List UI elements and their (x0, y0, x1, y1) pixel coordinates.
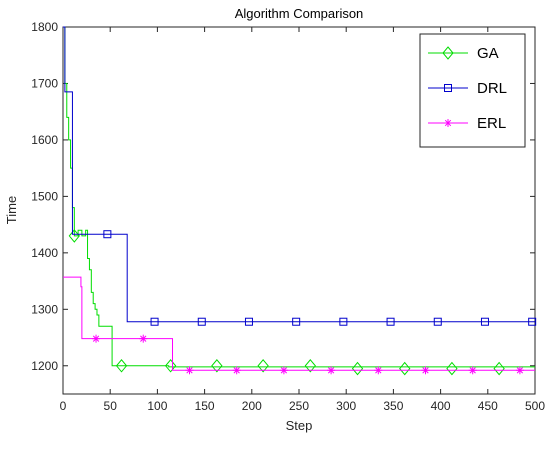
data-point-ga (257, 358, 269, 373)
legend-item-ga: GA (428, 45, 499, 62)
data-point-drl (150, 317, 159, 326)
data-point-erl (515, 366, 524, 375)
legend-marker-drl (444, 84, 452, 92)
data-point-erl (139, 334, 148, 343)
data-point-ga (351, 361, 364, 376)
data-point-drl (244, 317, 253, 326)
data-point-drl (339, 317, 348, 326)
data-point-ga (115, 358, 128, 373)
data-point-drl (528, 317, 537, 326)
x-tick-label: 150 (195, 399, 215, 413)
data-point-drl (386, 317, 395, 326)
data-point-ga (304, 358, 316, 373)
y-tick-label: 1400 (31, 246, 58, 260)
legend-label-erl: ERL (477, 115, 506, 132)
data-point-ga (399, 361, 411, 376)
data-point-drl (433, 317, 442, 326)
x-tick-label: 400 (431, 399, 451, 413)
data-point-ga (446, 361, 458, 376)
x-tick-label: 200 (242, 399, 262, 413)
series-line-ga (63, 26, 535, 368)
y-tick-label: 1600 (31, 133, 58, 147)
x-tick-label: 500 (525, 399, 545, 413)
data-point-erl (279, 366, 288, 375)
legend-items: GA DRL ERL (428, 45, 507, 132)
y-tick-label: 1800 (31, 20, 58, 34)
x-tick-label: 300 (336, 399, 356, 413)
data-point-erl (421, 366, 430, 375)
data-point-drl (292, 317, 301, 326)
data-point-ga (164, 358, 177, 373)
data-point-erl (232, 366, 241, 375)
x-tick-label: 0 (60, 399, 67, 413)
data-point-ga (493, 361, 505, 376)
data-point-drl (197, 317, 206, 326)
y-tick-label: 1300 (31, 302, 58, 316)
series-layer (63, 26, 537, 376)
x-tick-label: 350 (383, 399, 403, 413)
legend: GA DRL ERL (419, 33, 526, 148)
data-point-erl (468, 366, 477, 375)
series-line-erl (63, 276, 535, 371)
x-tick-label: 450 (478, 399, 498, 413)
y-tick-label: 1700 (31, 76, 58, 90)
ticks-layer: 0 50 100 150 200 250 300 350 400 450 500 1200 1300 14… (31, 20, 545, 413)
legend-box (419, 33, 526, 148)
data-point-erl (374, 366, 383, 375)
x-tick-label: 50 (104, 399, 118, 413)
legend-label-drl: DRL (477, 80, 507, 97)
legend-item-drl: DRL (428, 80, 507, 97)
series-drl (63, 26, 537, 326)
legend-marker-erl (444, 119, 452, 127)
legend-marker-ga (442, 46, 454, 60)
y-axis-label: Time (4, 196, 19, 224)
data-point-erl (92, 334, 101, 343)
legend-item-erl: ERL (428, 115, 506, 132)
x-tick-label: 100 (147, 399, 167, 413)
y-tick-label: 1500 (31, 189, 58, 203)
data-point-ga (211, 358, 223, 373)
series-erl (63, 276, 535, 375)
x-axis-label: Step (286, 418, 313, 433)
data-point-drl (103, 230, 112, 239)
data-point-drl (480, 317, 489, 326)
series-line-drl (63, 26, 535, 323)
x-tick-label: 250 (289, 399, 309, 413)
chart-title: Algorithm Comparison (235, 6, 364, 21)
data-point-erl (185, 366, 194, 375)
y-tick-label: 1200 (31, 359, 58, 373)
legend-label-ga: GA (477, 45, 499, 62)
data-point-erl (327, 366, 336, 375)
